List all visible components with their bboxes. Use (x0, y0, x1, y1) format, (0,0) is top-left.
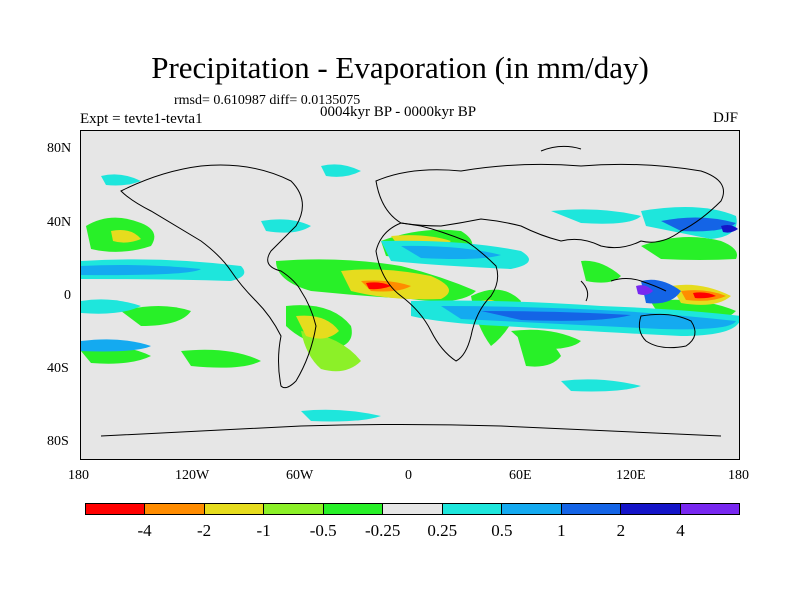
map-field (81, 145, 739, 437)
lon-label-60e: 60E (509, 468, 532, 483)
colorbar-segment (204, 504, 265, 514)
colorbar-segment (442, 504, 503, 514)
colorbar-tick-label: 4 (676, 521, 685, 540)
lat-label-80s: 80S (47, 434, 69, 449)
lat-label-equator: 0 (64, 288, 71, 303)
colorbar-tick-label: -0.25 (365, 521, 401, 540)
colorbar-tick-label: 1 (557, 521, 566, 540)
experiment-label: Expt = tevte1-tevta1 (80, 111, 203, 127)
colorbar-segment (383, 504, 443, 514)
colorbar-segment (621, 504, 681, 514)
lat-label-80n: 80N (47, 141, 72, 156)
rmsd-diff-stats: rmsd= 0.610987 diff= 0.0135075 (174, 93, 361, 108)
colorbar-segment (264, 504, 324, 514)
lat-label-40n: 40N (47, 215, 72, 230)
map-panel (80, 130, 740, 460)
coastlines (100, 145, 724, 437)
colorbar-segment (502, 504, 562, 514)
colorbar-tick-label: -1 (256, 521, 271, 540)
colorbar-tick-label: -0.5 (309, 521, 337, 540)
colorbar-tick-label: 2 (616, 521, 626, 540)
colorbar-tick-label: 0.5 (491, 521, 513, 540)
lon-label-60w: 60W (286, 468, 314, 483)
colorbar-tick-label: 0.25 (427, 521, 458, 540)
lon-label-180w: 180 (68, 468, 89, 483)
lon-label-120w: 120W (175, 468, 210, 483)
period-label: 0004kyr BP - 0000kyr BP (320, 104, 477, 120)
colorbar (85, 503, 740, 515)
lon-label-0: 0 (405, 468, 412, 483)
lon-label-180e: 180 (728, 468, 749, 483)
lon-label-120e: 120E (616, 468, 646, 483)
field-positive-purple (636, 225, 738, 295)
colorbar-segment (86, 504, 146, 514)
lat-label-40s: 40S (47, 361, 69, 376)
colorbar-segment (145, 504, 205, 514)
colorbar-segment (323, 504, 384, 514)
map-title: Precipitation - Evaporation (in mm/day) (151, 50, 649, 85)
colorbar-segment (561, 504, 622, 514)
season-label: DJF (712, 110, 738, 126)
colorbar-tick-label: -4 (137, 521, 152, 540)
colorbar-tick-label: -2 (196, 521, 212, 540)
colorbar-segment (680, 504, 739, 514)
